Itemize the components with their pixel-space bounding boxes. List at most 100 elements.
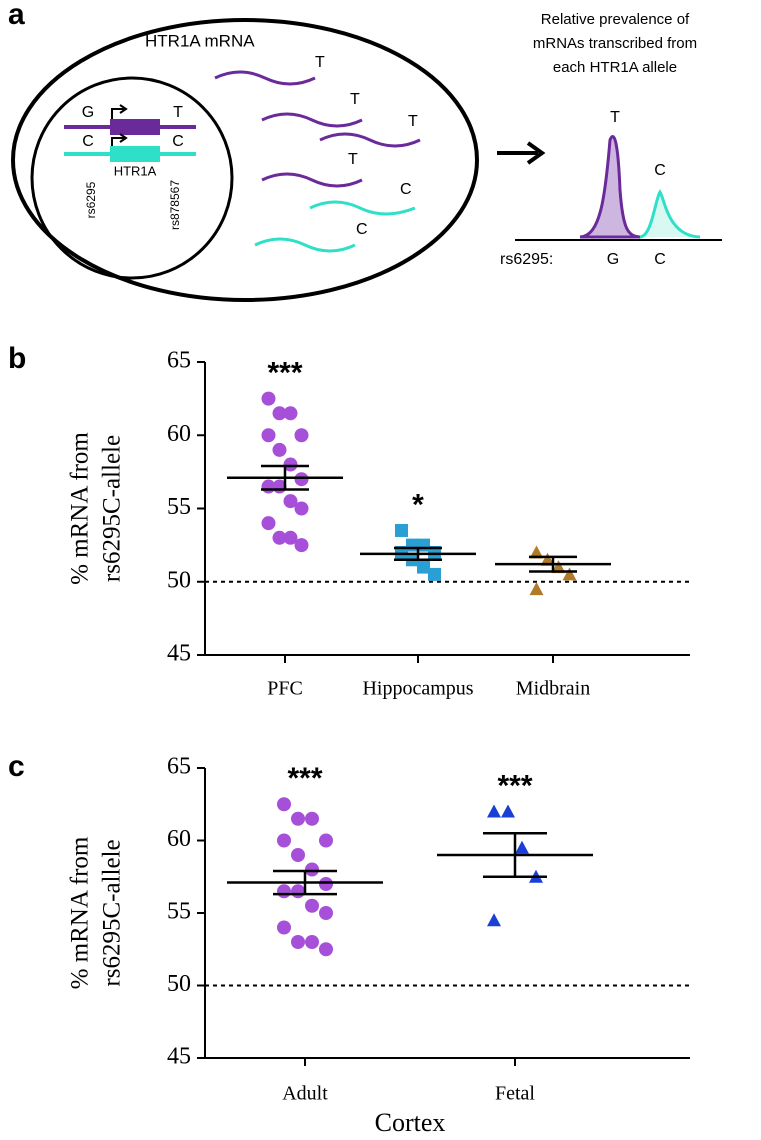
- point: [261, 516, 276, 531]
- error-bar: [273, 869, 337, 896]
- point: [305, 811, 319, 826]
- tss-arrow: [111, 104, 128, 119]
- result-title: mRNAs transcribed from: [533, 35, 697, 52]
- allele: C: [172, 133, 184, 150]
- y-tick-label: 50: [167, 971, 191, 997]
- trace-allele: G: [607, 251, 619, 268]
- peak: [579, 135, 641, 239]
- significance: *: [412, 488, 424, 521]
- allele: T: [173, 104, 183, 121]
- y-tick-label: 65: [167, 348, 191, 374]
- x-tick-label: Adult: [282, 1083, 328, 1105]
- cell: [11, 18, 479, 302]
- significance: ***: [287, 762, 322, 795]
- transcript: [261, 172, 363, 188]
- y-tick-label: 50: [167, 567, 191, 593]
- point: [319, 877, 333, 891]
- point: [291, 811, 305, 826]
- point: [277, 920, 291, 935]
- point: [305, 862, 319, 877]
- point: [551, 560, 566, 574]
- panel-label: c: [8, 750, 25, 783]
- y-tick-label: 55: [167, 494, 191, 520]
- point: [487, 804, 501, 818]
- point: [319, 942, 333, 957]
- result-title: each HTR1A allele: [553, 59, 677, 76]
- nucleus: [30, 76, 234, 280]
- y-tick-label: 55: [167, 899, 191, 925]
- point: [294, 501, 309, 516]
- point: [283, 494, 298, 509]
- transcript: [261, 112, 363, 128]
- point: [540, 552, 555, 566]
- point: [305, 935, 319, 949]
- transcript-label: T: [315, 54, 325, 71]
- point: [277, 797, 291, 812]
- trace-axis-label: rs6295:: [500, 251, 553, 268]
- transcript-label: T: [350, 91, 360, 108]
- snp-label: rs878567: [168, 180, 182, 230]
- y-axis-label: % mRNA from: [67, 836, 94, 989]
- point: [261, 391, 276, 406]
- point: [277, 884, 291, 899]
- point: [294, 428, 309, 443]
- point: [515, 840, 529, 854]
- point: [283, 457, 298, 472]
- x-tick-label: Fetal: [495, 1083, 535, 1105]
- error-bar: [261, 464, 309, 491]
- point: [272, 406, 287, 421]
- y-axis-label: rs6295C-allele: [99, 839, 126, 986]
- gene-box: [110, 146, 160, 162]
- point: [291, 935, 305, 949]
- panel-label: b: [8, 342, 26, 375]
- allele: G: [82, 104, 94, 121]
- significance: ***: [267, 357, 302, 390]
- point: [283, 530, 298, 545]
- transcript-label: C: [356, 221, 368, 238]
- error-bar: [483, 832, 547, 878]
- chart: b 45 50 55 60 65 % mRNA from rs6295C-allele PFC *…: [8, 342, 690, 700]
- peak: [639, 189, 701, 239]
- transcripts: [214, 70, 421, 253]
- point: [291, 848, 305, 862]
- x-tick-label: Midbrain: [516, 678, 590, 700]
- result-title: Relative prevalence of: [541, 11, 690, 28]
- point: [529, 545, 544, 559]
- point: [319, 833, 333, 848]
- point: [305, 898, 319, 913]
- transcript-label: C: [400, 181, 412, 198]
- transcript: [254, 237, 356, 253]
- point: [395, 523, 408, 537]
- y-tick-label: 45: [167, 1044, 191, 1070]
- error-bar: [394, 546, 442, 562]
- point: [283, 406, 298, 421]
- y-tick-label: 60: [167, 826, 191, 852]
- point: [272, 530, 287, 545]
- transcript: [319, 132, 421, 148]
- transcript-label: T: [348, 151, 358, 168]
- error-bar: [529, 555, 577, 573]
- panel-label: a: [8, 0, 25, 31]
- significance: ***: [497, 769, 532, 802]
- x-tick-label: Hippocampus: [362, 678, 473, 700]
- point: [294, 538, 309, 553]
- y-axis-label: rs6295C-allele: [99, 435, 126, 582]
- point: [261, 428, 276, 443]
- point: [272, 442, 287, 457]
- y-tick-label: 45: [167, 641, 191, 667]
- y-tick-label: 65: [167, 754, 191, 780]
- gene-name: HTR1A: [114, 163, 157, 178]
- point: [319, 906, 333, 920]
- point: [487, 913, 501, 927]
- point: [428, 567, 441, 581]
- arrow: [497, 141, 546, 165]
- transcript: [309, 200, 416, 216]
- gene-box: [110, 119, 160, 135]
- point: [277, 833, 291, 848]
- point: [501, 804, 515, 818]
- y-axis-label: % mRNA from: [67, 432, 94, 585]
- peak-label: C: [654, 162, 666, 179]
- allele: C: [82, 133, 94, 150]
- y-tick-label: 60: [167, 421, 191, 447]
